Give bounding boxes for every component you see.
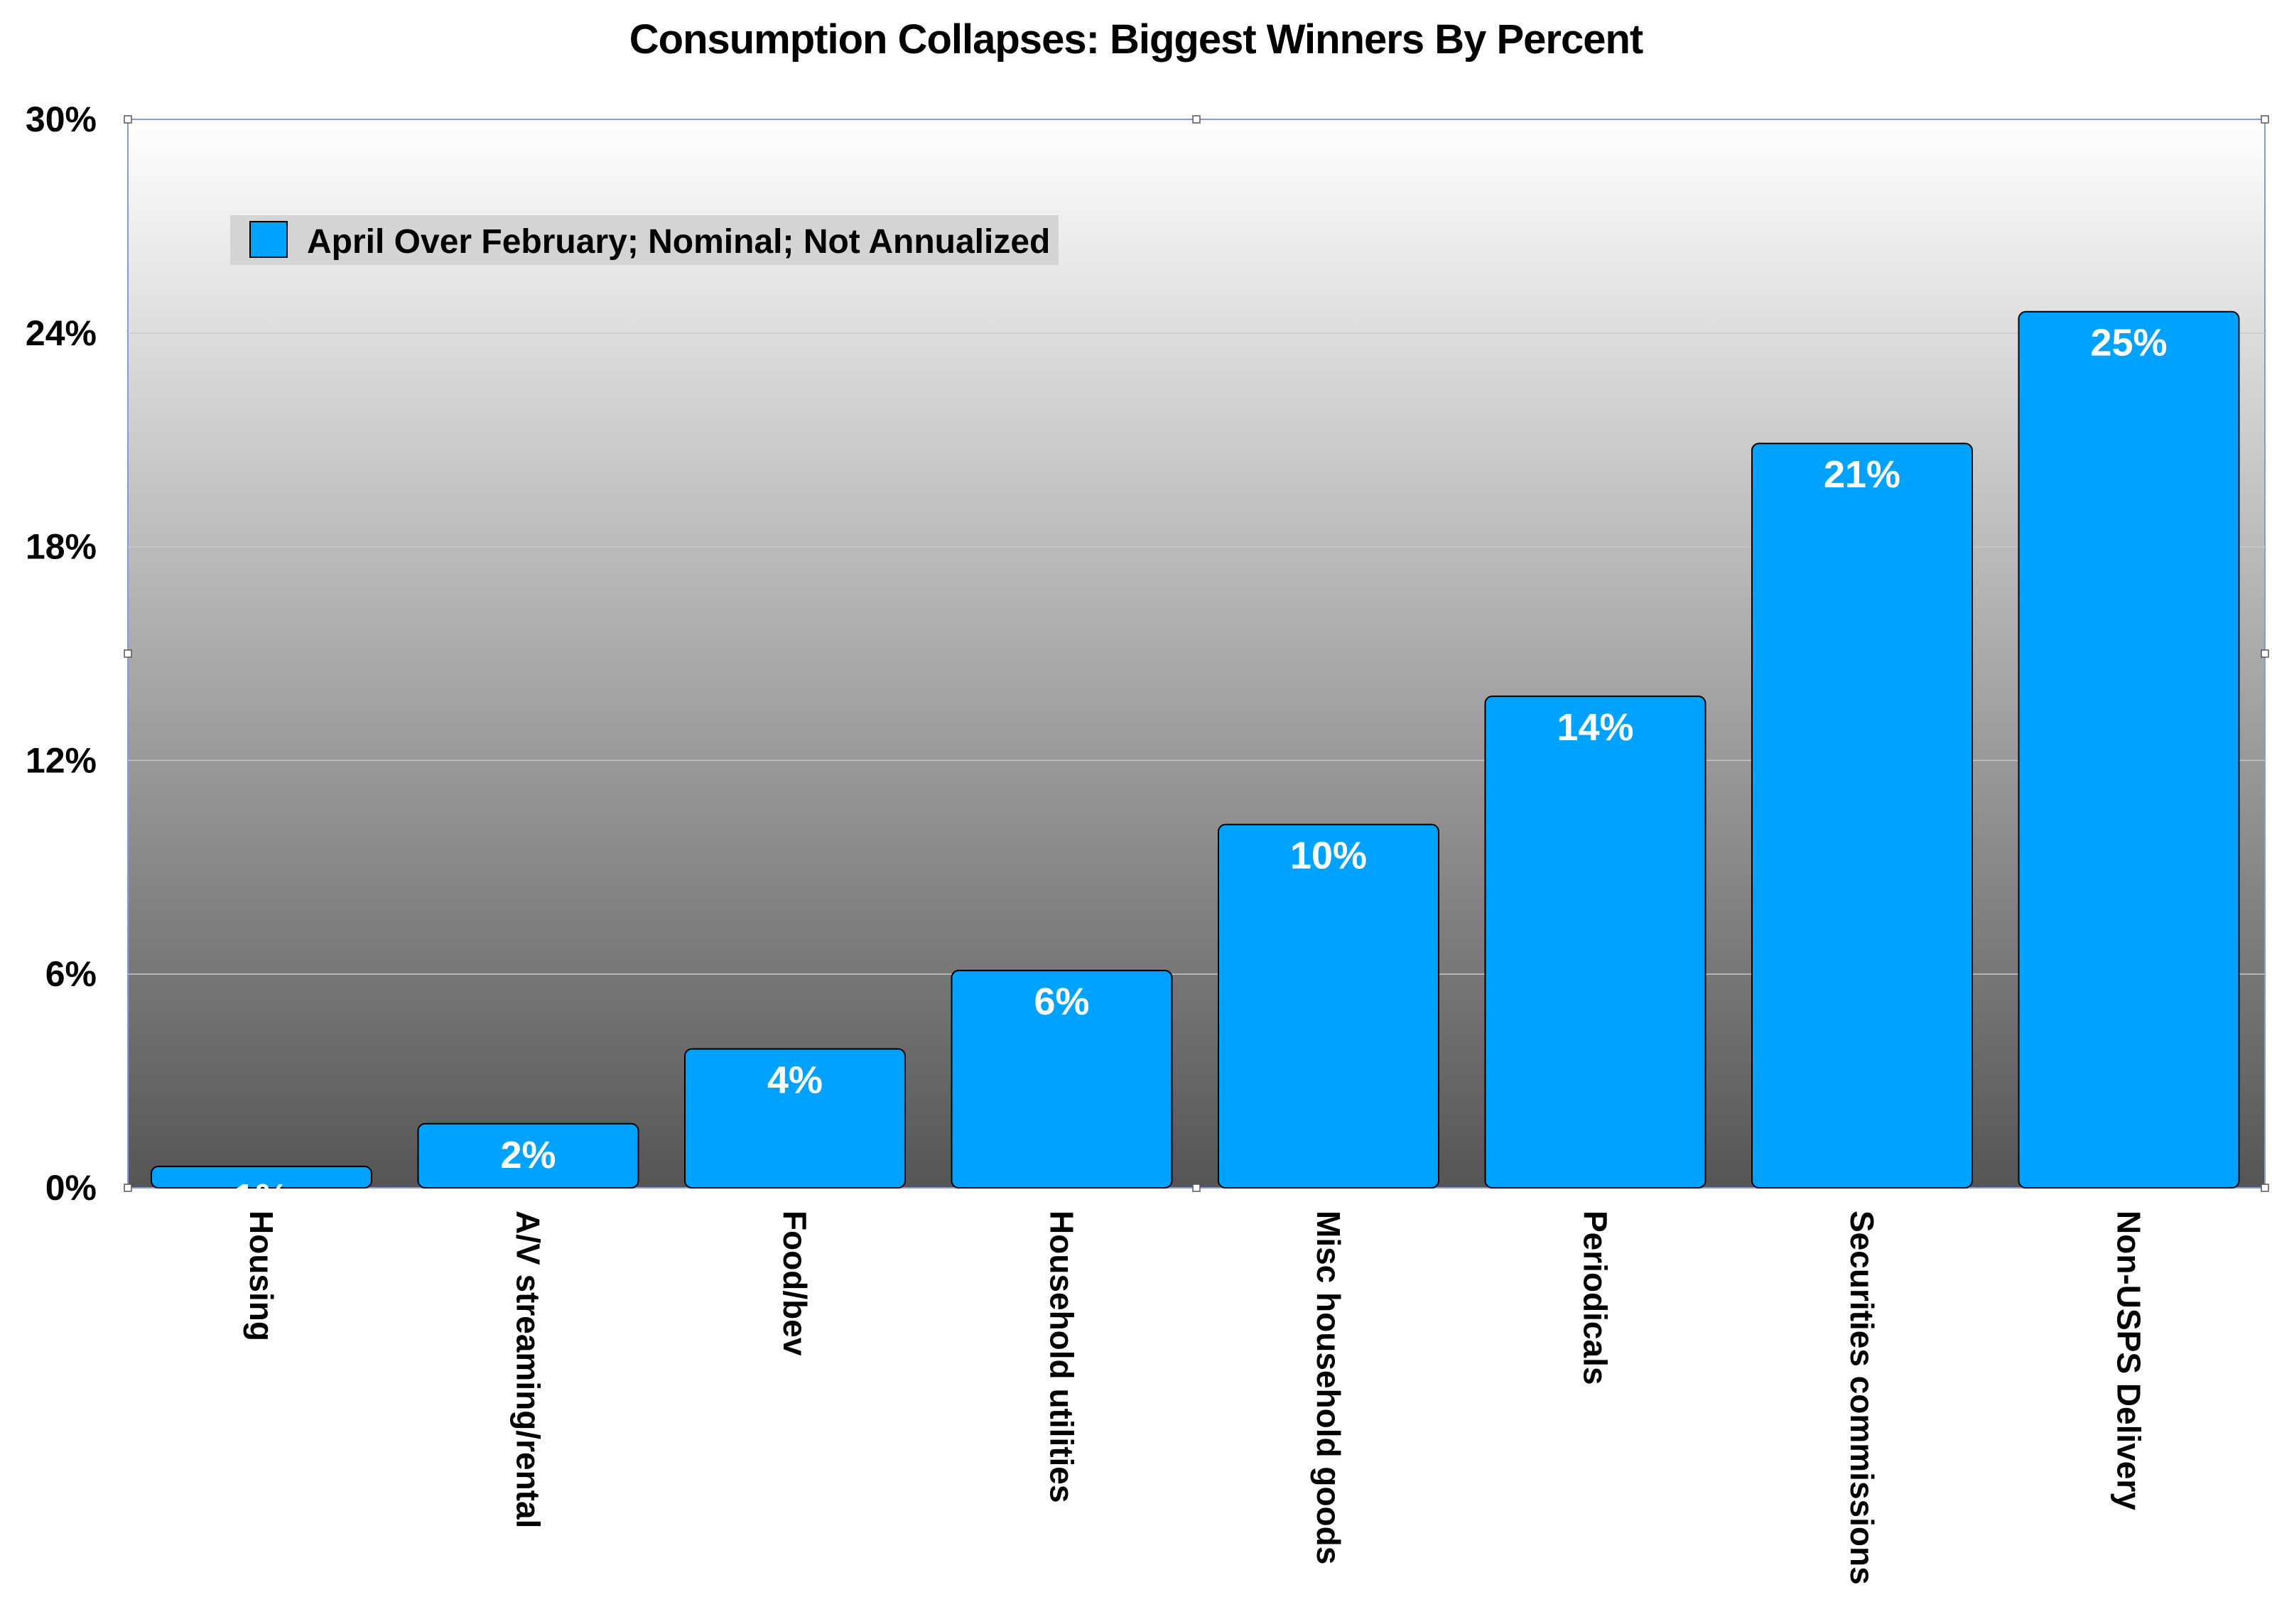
bar bbox=[2018, 310, 2240, 1189]
resize-handle[interactable] bbox=[124, 649, 132, 658]
chart-title: Consumption Collapses: Biggest Winners B… bbox=[629, 16, 1644, 63]
data-label: 14% bbox=[1557, 706, 1633, 749]
y-tick-label: 0% bbox=[45, 1168, 97, 1208]
resize-handle[interactable] bbox=[2261, 649, 2269, 658]
y-tick-label: 30% bbox=[26, 99, 97, 139]
x-axis: Housing A/V streaming/rental Food/bev House… bbox=[243, 1211, 2148, 1585]
resize-handle[interactable] bbox=[2261, 115, 2269, 124]
y-tick-label: 6% bbox=[45, 954, 97, 994]
legend: April Over February; Nominal; Not Annual… bbox=[230, 215, 1059, 265]
bar bbox=[417, 1122, 639, 1189]
selection-handles[interactable] bbox=[124, 115, 2269, 1192]
x-tick-label: A/V streaming/rental bbox=[510, 1211, 547, 1528]
y-axis: 0% 6% 12% 18% 24% 30% bbox=[26, 99, 97, 1208]
resize-handle[interactable] bbox=[124, 115, 132, 124]
resize-handle[interactable] bbox=[2261, 1184, 2269, 1192]
x-tick-label: Housing bbox=[243, 1211, 280, 1341]
y-tick-label: 24% bbox=[26, 313, 97, 353]
resize-handle[interactable] bbox=[124, 1184, 132, 1192]
bar bbox=[684, 1048, 906, 1189]
y-tick-label: 12% bbox=[26, 740, 97, 780]
data-label: 25% bbox=[2090, 322, 2167, 364]
legend-label: April Over February; Nominal; Not Annual… bbox=[307, 223, 1050, 261]
data-label: 6% bbox=[1034, 980, 1089, 1023]
data-label: 4% bbox=[767, 1059, 823, 1101]
y-tick-label: 18% bbox=[26, 527, 97, 567]
resize-handle[interactable] bbox=[1192, 1184, 1201, 1192]
x-tick-label: Household utilities bbox=[1044, 1211, 1081, 1503]
bar bbox=[951, 970, 1173, 1189]
bar bbox=[151, 1165, 372, 1189]
x-tick-label: Periodicals bbox=[1577, 1211, 1614, 1385]
legend-swatch bbox=[249, 221, 288, 258]
legend-background bbox=[230, 215, 1059, 265]
data-label: 21% bbox=[1824, 453, 1900, 496]
x-tick-label: Non-USPS Delivery bbox=[2111, 1211, 2148, 1510]
x-tick-label: Food/bev bbox=[777, 1211, 813, 1356]
bars: 1% 2% 4% 6% 10% 14% 21% 25% bbox=[151, 310, 2240, 1219]
data-label: 2% bbox=[500, 1134, 556, 1176]
x-tick-label: Misc household goods bbox=[1310, 1211, 1347, 1564]
bar bbox=[1484, 695, 1706, 1189]
resize-handle[interactable] bbox=[1192, 115, 1201, 124]
x-tick-label: Securities commissions bbox=[1844, 1211, 1881, 1585]
bar bbox=[1218, 823, 1439, 1189]
data-label: 10% bbox=[1290, 835, 1367, 877]
data-label: 1% bbox=[234, 1176, 289, 1219]
bar bbox=[1751, 443, 1973, 1189]
